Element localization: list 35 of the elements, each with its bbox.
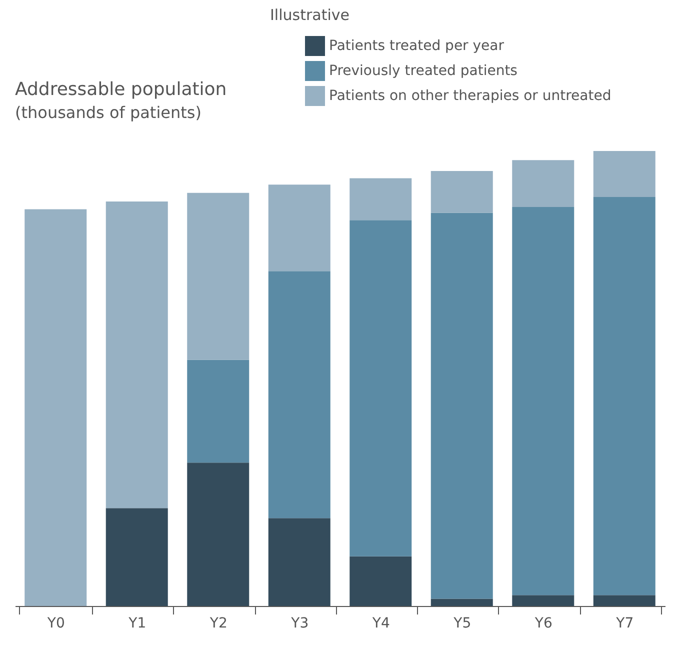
bar <box>268 271 330 518</box>
bar <box>512 206 574 596</box>
bar <box>350 178 412 220</box>
bar <box>187 192 250 360</box>
bar <box>187 360 250 463</box>
bar <box>268 518 330 606</box>
bar <box>430 598 493 606</box>
bar <box>593 151 656 197</box>
chart-subtitle: (thousands of patients) <box>15 103 202 122</box>
bar <box>350 556 412 606</box>
x-tick-label: Y5 <box>452 616 472 632</box>
bar <box>593 196 656 596</box>
bar <box>24 209 87 606</box>
x-tick-label: Y2 <box>208 616 228 632</box>
bar <box>350 220 412 556</box>
bar <box>106 202 168 508</box>
bar <box>512 160 574 207</box>
bar <box>268 184 330 272</box>
bar <box>512 595 574 606</box>
text: Illustrative <box>270 6 350 24</box>
x-tick-label: Y0 <box>46 616 65 632</box>
x-tick-label: Y7 <box>615 616 634 632</box>
bar <box>593 595 656 606</box>
bar <box>430 171 493 213</box>
legend-label: Patients on other therapies or untreated <box>329 88 612 104</box>
bar <box>430 212 493 599</box>
bar <box>106 508 168 606</box>
x-tick-label: Y4 <box>371 616 390 632</box>
x-tick-label: Y6 <box>534 616 552 632</box>
x-tick-label: Y1 <box>128 616 146 632</box>
legend-label: Patients treated per year <box>329 38 504 54</box>
chart-title: Addressable population <box>15 79 227 100</box>
legend-label: Previously treated patients <box>329 63 518 79</box>
bar <box>187 462 250 606</box>
x-tick-label: Y3 <box>290 616 309 632</box>
